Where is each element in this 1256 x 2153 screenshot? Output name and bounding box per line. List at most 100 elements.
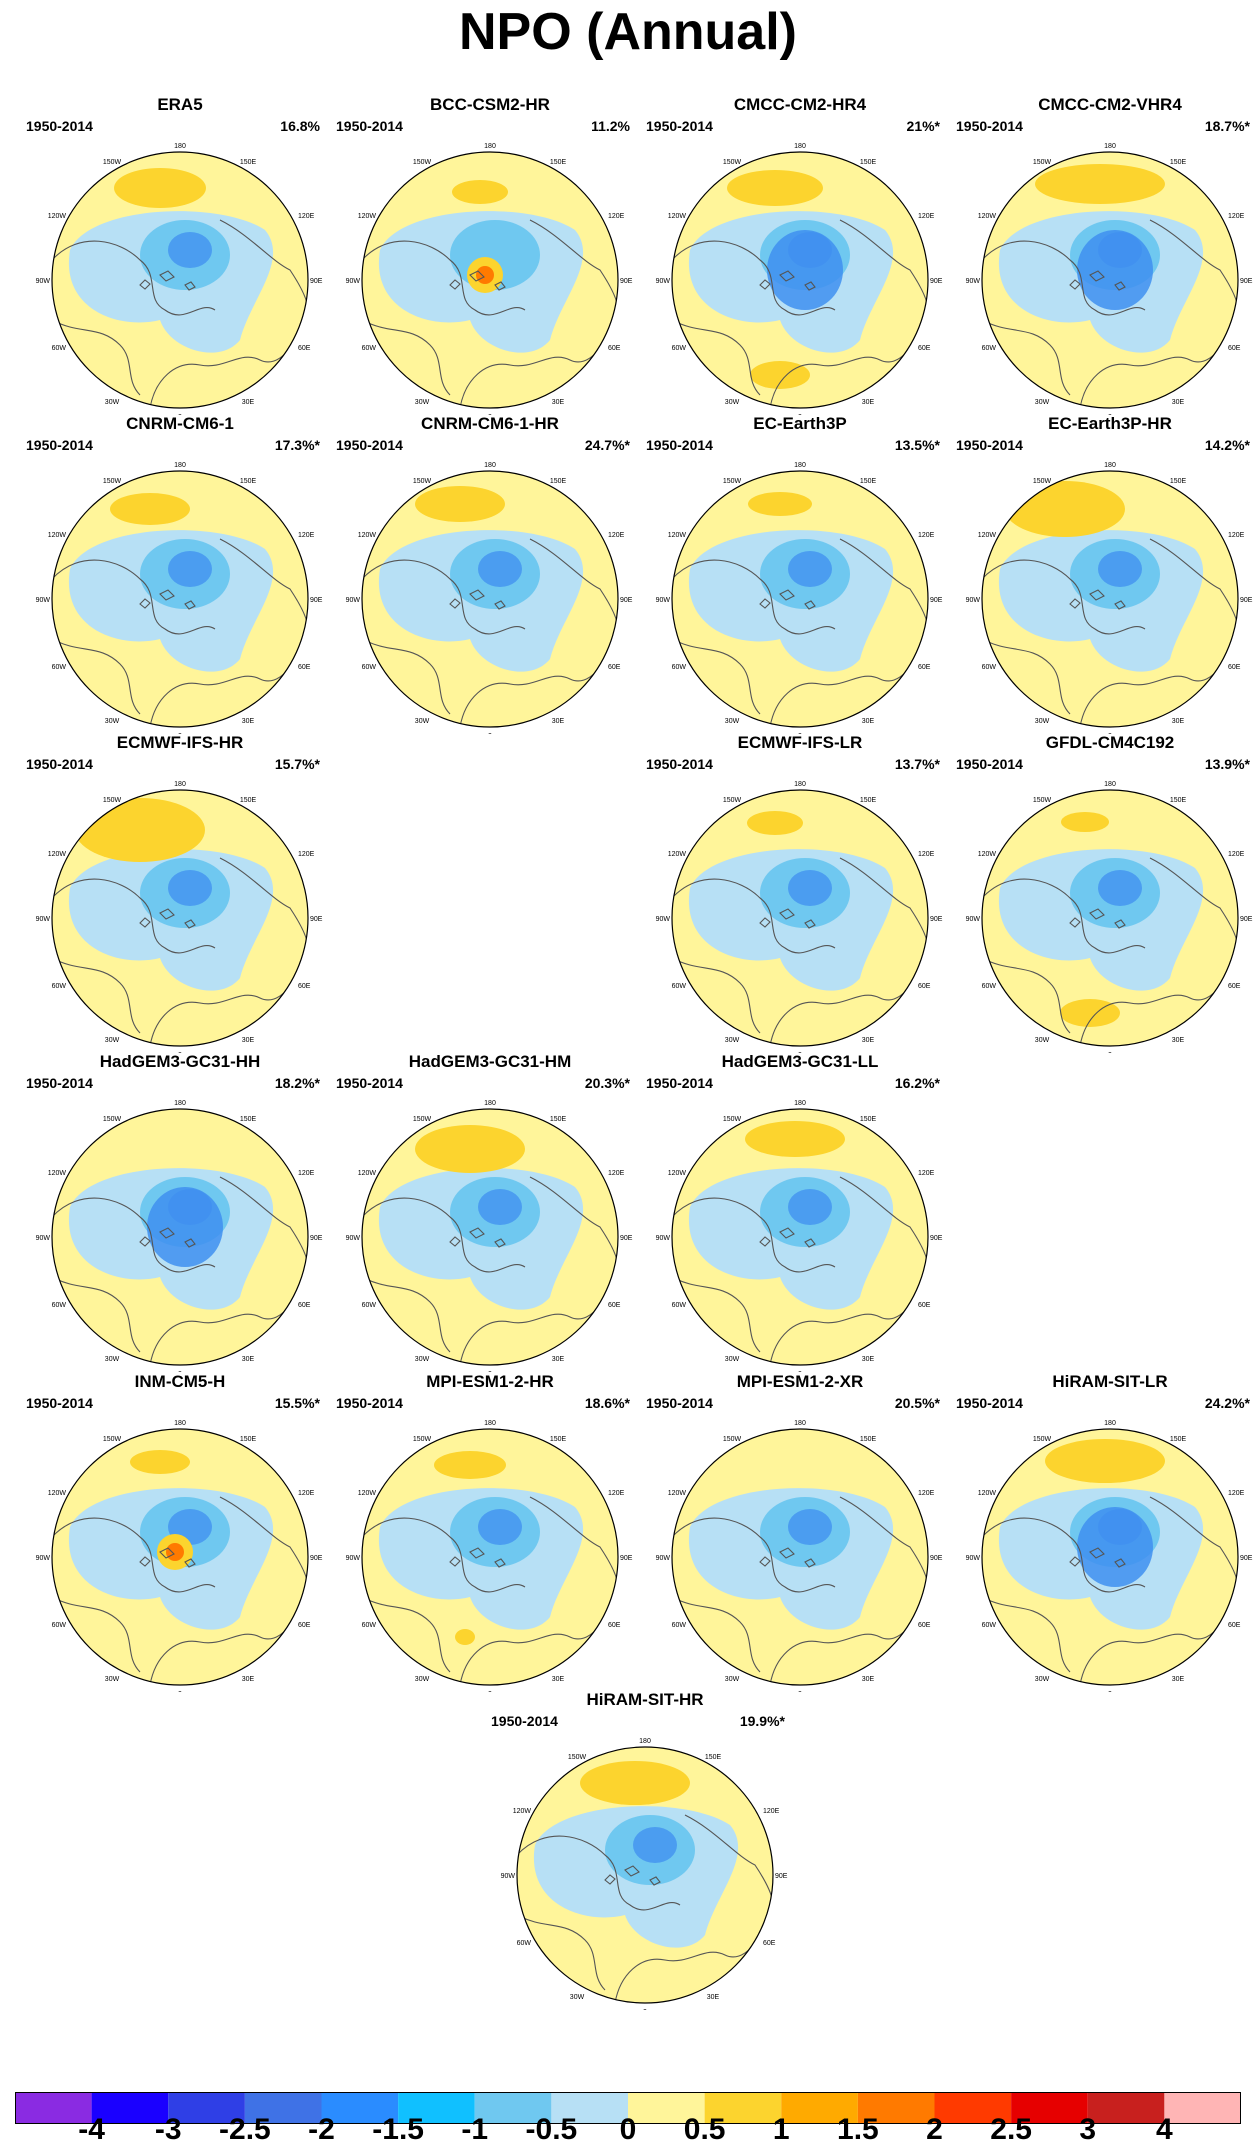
longitude-label-top: 180 xyxy=(794,143,806,150)
polar-map: 180 150W 150E 120W 120E 90W 90E 60W 60E 30W 30E 0 xyxy=(36,781,323,1053)
map-field xyxy=(672,1429,928,1685)
longitude-label-top-right: 150E xyxy=(860,1436,877,1443)
longitude-label-right: 90E xyxy=(620,597,633,604)
longitude-label-top: 180 xyxy=(794,462,806,469)
longitude-label-upper-right: 120E xyxy=(918,532,935,539)
map-field xyxy=(52,1429,308,1685)
longitude-label-bottom: 0 xyxy=(798,414,802,415)
longitude-label-lower-left: 60W xyxy=(982,983,997,990)
panel-variance: 20.5%* xyxy=(894,1395,940,1411)
strong-negative-core xyxy=(788,551,832,587)
longitude-label-lower-left: 60W xyxy=(672,1622,687,1629)
map-panel: 180150W150E120W120E90W90E60W60E30W30E0Ha… xyxy=(335,1052,645,1372)
map-boundary xyxy=(671,470,929,728)
longitude-label-bottom: 0 xyxy=(488,414,492,415)
map-field xyxy=(362,1109,618,1365)
panel-period: 1950-2014 xyxy=(26,437,93,453)
longitude-label-bottom-left: 30W xyxy=(1035,1037,1050,1044)
longitude-label-upper-left: 120W xyxy=(358,213,377,220)
map-panel: 180150W150E120W120E90W90E60W60E30W30E0Ha… xyxy=(645,1052,955,1372)
map-field xyxy=(52,1109,308,1365)
colorbar-swatch xyxy=(934,2092,1012,2124)
longitude-label-left: 90W xyxy=(36,597,51,604)
panel-variance: 14.2%* xyxy=(1204,437,1250,453)
longitude-label-upper-left: 120W xyxy=(358,532,377,539)
map-panel: 180150W150E120W120E90W90E60W60E30W30E0MP… xyxy=(645,1372,955,1692)
colorbar-tick-label: 2.5 xyxy=(990,2113,1032,2146)
longitude-label-upper-left: 120W xyxy=(358,1490,377,1497)
map-boundary xyxy=(51,470,309,728)
longitude-label-left: 90W xyxy=(346,1235,361,1242)
longitude-label-right: 90E xyxy=(620,1235,633,1242)
strong-negative-core xyxy=(478,1189,522,1225)
map-panel: 180150W150E120W120E90W90E60W60E30W30E0EC… xyxy=(645,733,955,1053)
panel-title: ECMWF-IFS-HR xyxy=(116,733,244,752)
coastlines xyxy=(52,538,308,727)
map-field xyxy=(52,152,308,408)
longitude-label-left: 90W xyxy=(656,916,671,923)
longitude-label-bottom-left: 30W xyxy=(415,1356,430,1363)
longitude-label-top-right: 150E xyxy=(1170,1436,1187,1443)
longitude-label-bottom-right: 30E xyxy=(862,1037,875,1044)
longitude-label-upper-left: 120W xyxy=(978,851,997,858)
coastlines xyxy=(672,1176,928,1365)
longitude-label-upper-right: 120E xyxy=(1228,213,1245,220)
panel-period: 1950-2014 xyxy=(956,756,1023,772)
longitude-label-bottom-right: 30E xyxy=(1172,399,1185,406)
longitude-label-bottom: 0 xyxy=(488,1371,492,1372)
longitude-label-top-right: 150E xyxy=(860,478,877,485)
longitude-label-bottom: 0 xyxy=(798,1691,802,1692)
panel-period: 1950-2014 xyxy=(26,118,93,134)
longitude-label-lower-left: 60W xyxy=(982,664,997,671)
colorbar-tick-label: 1.5 xyxy=(837,2113,879,2146)
strong-negative-core xyxy=(168,232,212,268)
longitude-label-bottom: 0 xyxy=(1108,1691,1112,1692)
longitude-label-top-left: 150W xyxy=(723,1116,742,1123)
colorbar-tick-label: -2 xyxy=(308,2113,335,2146)
longitude-label-upper-right: 120E xyxy=(763,1808,780,1815)
longitude-label-right: 90E xyxy=(1240,1555,1253,1562)
longitude-label-lower-right: 60E xyxy=(918,983,931,990)
polar-map: 180 150W 150E 120W 120E 90W 90E 60W 60E 30W 30E 0 xyxy=(36,143,323,415)
longitude-label-top-left: 150W xyxy=(1033,797,1052,804)
panel-title: HadGEM3-GC31-HH xyxy=(99,1052,261,1071)
panel-period: 1950-2014 xyxy=(646,437,713,453)
map-panel: 180150W150E120W120E90W90E60W60E30W30E0GF… xyxy=(955,733,1256,1053)
panel-variance: 13.7%* xyxy=(894,756,940,772)
positive-anomaly-region xyxy=(745,1121,845,1157)
map-field xyxy=(517,1747,773,2003)
longitude-label-upper-left: 120W xyxy=(48,851,67,858)
coastlines xyxy=(672,219,928,408)
coastlines xyxy=(672,1496,928,1685)
longitude-label-upper-left: 120W xyxy=(978,532,997,539)
polar-map: 180 150W 150E 120W 120E 90W 90E 60W 60E 30W 30E 0 xyxy=(656,1100,943,1372)
longitude-label-top: 180 xyxy=(484,143,496,150)
longitude-label-top: 180 xyxy=(484,462,496,469)
strong-negative-core xyxy=(788,1189,832,1225)
colorbar-tick-label: 2 xyxy=(926,2113,943,2146)
polar-map: 180 150W 150E 120W 120E 90W 90E 60W 60E 30W 30E 0 xyxy=(36,1100,323,1372)
strong-negative-core xyxy=(788,870,832,906)
longitude-label-upper-left: 120W xyxy=(48,1170,67,1177)
longitude-label-upper-left: 120W xyxy=(48,213,67,220)
longitude-label-top-right: 150E xyxy=(240,1436,257,1443)
polar-map: 180 150W 150E 120W 120E 90W 90E 60W 60E 30W 30E 0 xyxy=(36,1420,323,1692)
longitude-label-upper-right: 120E xyxy=(608,213,625,220)
panel-variance: 19.9%* xyxy=(739,1713,785,1729)
longitude-label-lower-left: 60W xyxy=(672,983,687,990)
longitude-label-bottom: 0 xyxy=(488,733,492,734)
positive-anomaly-region xyxy=(130,1450,190,1474)
longitude-label-top-left: 150W xyxy=(413,1436,432,1443)
longitude-label-upper-right: 120E xyxy=(298,851,315,858)
longitude-label-top-left: 150W xyxy=(103,1116,122,1123)
positive-anomaly-region xyxy=(114,168,206,208)
longitude-label-bottom: 0 xyxy=(1108,733,1112,734)
map-boundary xyxy=(361,1428,619,1686)
polar-map: 180 150W 150E 120W 120E 90W 90E 60W 60E 30W 30E 0 xyxy=(656,1420,943,1692)
longitude-label-top-right: 150E xyxy=(240,478,257,485)
longitude-label-left: 90W xyxy=(656,597,671,604)
panel-period: 1950-2014 xyxy=(26,756,93,772)
strong-negative-core xyxy=(1098,551,1142,587)
longitude-label-bottom-left: 30W xyxy=(105,1676,120,1683)
longitude-label-left: 90W xyxy=(346,597,361,604)
